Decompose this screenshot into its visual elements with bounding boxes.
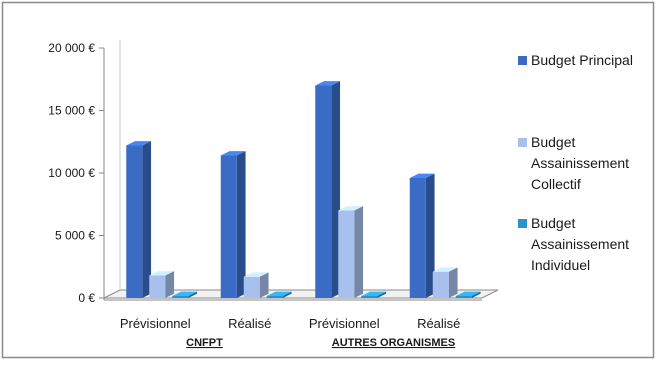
bar-top — [315, 81, 341, 86]
x-category-label: Réalisé — [228, 316, 271, 331]
x-category-label: Prévisionnel — [309, 316, 380, 331]
legend-label: Individuel — [531, 257, 590, 273]
bar-side — [448, 267, 458, 298]
legend-label: Budget — [531, 215, 575, 231]
bar-1-0 — [220, 151, 246, 298]
legend-label: Budget Principal — [531, 52, 633, 68]
bar-front — [315, 85, 332, 298]
bar-top — [361, 291, 387, 296]
bar-1-1 — [243, 272, 269, 298]
legend-label: Collectif — [531, 176, 581, 192]
bar-2-0 — [315, 81, 341, 298]
bar-front — [266, 296, 283, 298]
chart-floor — [103, 289, 499, 299]
bar-front — [126, 145, 143, 298]
bar-top — [455, 291, 481, 296]
x-group-label: AUTRES ORGANISMES — [332, 337, 455, 349]
bar-side — [236, 151, 246, 298]
legend-label: Assainissement — [531, 155, 629, 171]
bar-front — [432, 271, 449, 298]
bar-front — [361, 296, 378, 298]
bar-front — [409, 178, 426, 298]
bar-1-2 — [266, 291, 292, 298]
bar-top — [243, 272, 269, 277]
bar-0-0 — [126, 141, 152, 298]
bar-side — [282, 291, 292, 298]
x-category-label: Réalisé — [417, 316, 460, 331]
bar-0-1 — [149, 271, 175, 298]
bar-front — [338, 210, 355, 298]
bar-side — [142, 141, 152, 298]
bar-top — [409, 173, 435, 178]
legend-swatch — [518, 138, 527, 147]
bar-side — [165, 271, 175, 298]
bar-side — [354, 206, 364, 298]
bar-front — [455, 296, 472, 298]
bar-front — [220, 155, 237, 298]
legend-swatch — [518, 56, 527, 65]
y-tick-label: 20 000 € — [48, 41, 95, 55]
bar-top — [220, 151, 246, 156]
bar-0-2 — [172, 291, 198, 298]
legend-swatch — [518, 219, 527, 228]
legend-label: Assainissement — [531, 236, 629, 252]
bar-top — [149, 271, 175, 276]
bar-top — [126, 141, 152, 146]
bar-side — [425, 173, 435, 298]
bar-side — [331, 81, 341, 298]
bar-top — [172, 291, 198, 296]
x-group-label: CNFPT — [186, 337, 223, 349]
bar-3-2 — [455, 291, 481, 298]
bar-top — [338, 206, 364, 211]
bar-front — [172, 296, 189, 298]
bar-2-2 — [361, 291, 387, 298]
bar-side — [188, 291, 198, 298]
y-tick-label: 15 000 € — [48, 104, 95, 118]
bar-top — [432, 267, 458, 272]
bar-3-1 — [432, 267, 458, 298]
bar-side — [259, 272, 269, 298]
y-tick-label: 5 000 € — [55, 229, 95, 243]
bar-front — [243, 276, 260, 298]
bar-side — [471, 291, 481, 298]
legend-label: Budget — [531, 134, 575, 150]
x-category-label: Prévisionnel — [120, 316, 191, 331]
bar-3-0 — [409, 173, 435, 298]
bar-2-1 — [338, 206, 364, 298]
bar-front — [149, 275, 166, 298]
y-tick-label: 10 000 € — [48, 166, 95, 180]
bar-side — [377, 291, 387, 298]
y-tick-label: 0 € — [78, 291, 95, 305]
bar-top — [266, 291, 292, 296]
